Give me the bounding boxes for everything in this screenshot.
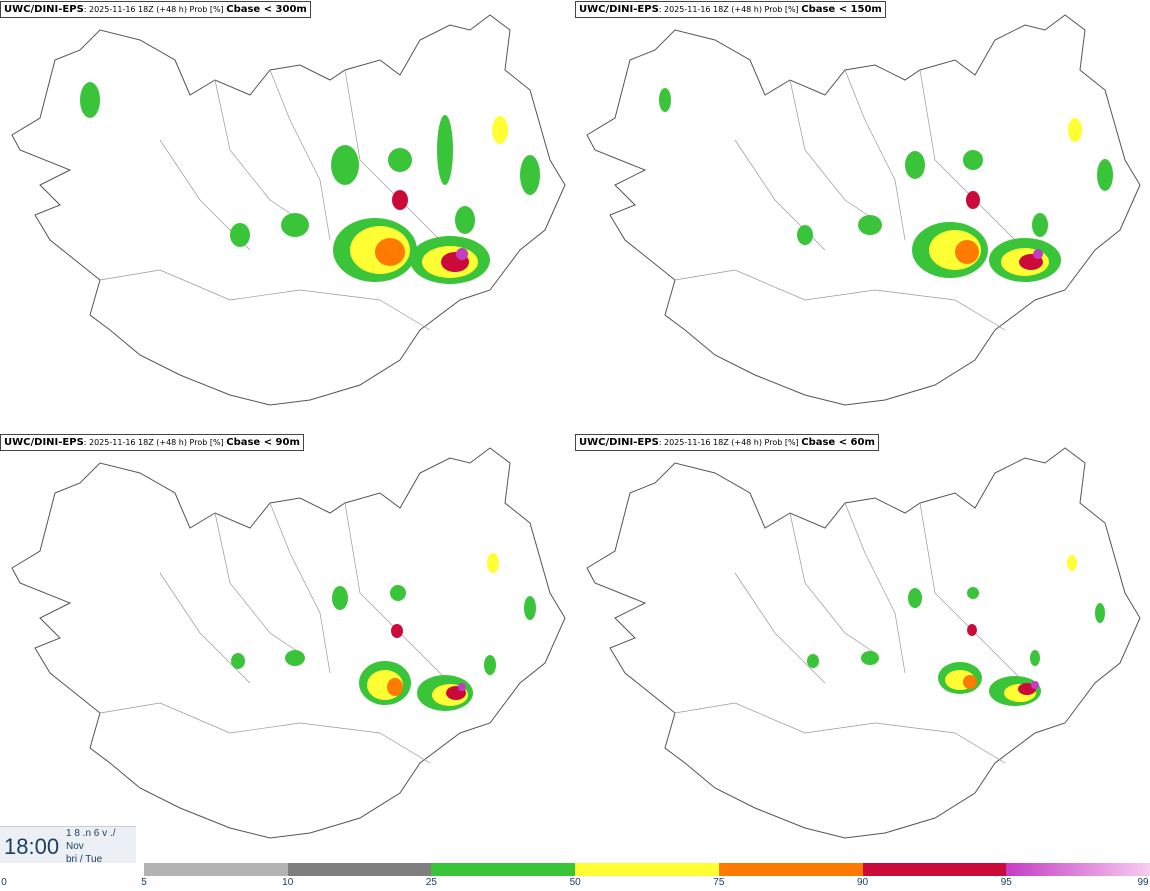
colorbar-tick-label: 75 (713, 877, 725, 888)
valid-date-line-2: Nov (66, 841, 84, 852)
variable-label: Cbase < 300m (226, 4, 307, 15)
valid-date: 1 8 .n 6 v ./ Nov bri / Tue (66, 827, 115, 866)
colorbar-tick-label: 95 (1000, 877, 1012, 888)
colorbar-tick-label: 50 (569, 877, 581, 888)
colorbar-segment-1 (144, 863, 288, 876)
valid-date-line-1: 1 8 .n 6 v ./ (66, 828, 116, 839)
run-info: : 2025-11-16 18Z (+48 h) Prob [%] (658, 438, 799, 447)
panel-title: UWC/DINI-EPS: 2025-11-16 18Z (+48 h) Pro… (0, 434, 304, 451)
map-panel-2: UWC/DINI-EPS: 2025-11-16 18Z (+48 h) Pro… (575, 0, 1150, 430)
run-info: : 2025-11-16 18Z (+48 h) Prob [%] (83, 438, 224, 447)
probability-fields (231, 553, 536, 711)
colorbar-segment-5 (718, 863, 863, 876)
panel-title: UWC/DINI-EPS: 2025-11-16 18Z (+48 h) Pro… (0, 1, 311, 18)
map-panel-3: UWC/DINI-EPS: 2025-11-16 18Z (+48 h) Pro… (0, 433, 575, 863)
colorbar-tick-label: 5 (141, 877, 147, 888)
colorbar-segment-3 (431, 863, 576, 876)
colorbar-ticks: 0 5 10 25 50 75 90 95 99 (0, 877, 1150, 891)
map-panel-1: UWC/DINI-EPS: 2025-11-16 18Z (+48 h) Pro… (0, 0, 575, 430)
model-name: UWC/DINI-EPS (4, 4, 84, 15)
probability-fields (807, 555, 1105, 706)
coastline (11, 14, 566, 406)
colorbar-segment-4 (575, 863, 719, 876)
colorbar-tick-label: 90 (857, 877, 869, 888)
variable-label: Cbase < 60m (801, 437, 875, 448)
valid-time-box: 18:00 1 8 .n 6 v ./ Nov bri / Tue (0, 826, 136, 866)
coastline (11, 447, 566, 839)
model-name: UWC/DINI-EPS (579, 4, 659, 15)
colorbar-segment-6 (862, 863, 1007, 876)
coastline (586, 447, 1141, 839)
colorbar-tick-label: 25 (425, 877, 437, 888)
model-name: UWC/DINI-EPS (579, 437, 659, 448)
internal-boundaries (99, 69, 451, 331)
coastline (586, 14, 1141, 406)
colorbar-tick-label: 0 (1, 877, 7, 888)
run-info: : 2025-11-16 18Z (+48 h) Prob [%] (658, 5, 799, 14)
colorbar-segment-7 (1006, 863, 1150, 876)
model-name: UWC/DINI-EPS (4, 437, 84, 448)
iceland-map (586, 447, 1141, 839)
colorbar-segment-2 (287, 863, 432, 876)
colorbar-tick-label: 10 (282, 877, 294, 888)
panel-title: UWC/DINI-EPS: 2025-11-16 18Z (+48 h) Pro… (575, 434, 879, 451)
iceland-map (11, 14, 566, 406)
variable-label: Cbase < 90m (226, 437, 300, 448)
iceland-map (586, 14, 1141, 406)
probability-fields (659, 88, 1113, 282)
run-info: : 2025-11-16 18Z (+48 h) Prob [%] (83, 5, 224, 14)
valid-date-line-3: bri / Tue (66, 854, 103, 865)
probability-fields (80, 82, 540, 284)
probability-colorbar (144, 863, 1150, 876)
internal-boundaries (674, 69, 1026, 331)
valid-time: 18:00 (4, 834, 60, 859)
colorbar-tick-label: 99 (1137, 877, 1149, 888)
internal-boundaries (674, 502, 1026, 764)
variable-label: Cbase < 150m (801, 4, 882, 15)
iceland-map (11, 447, 566, 839)
panel-title: UWC/DINI-EPS: 2025-11-16 18Z (+48 h) Pro… (575, 1, 886, 18)
map-panel-4: UWC/DINI-EPS: 2025-11-16 18Z (+48 h) Pro… (575, 433, 1150, 863)
